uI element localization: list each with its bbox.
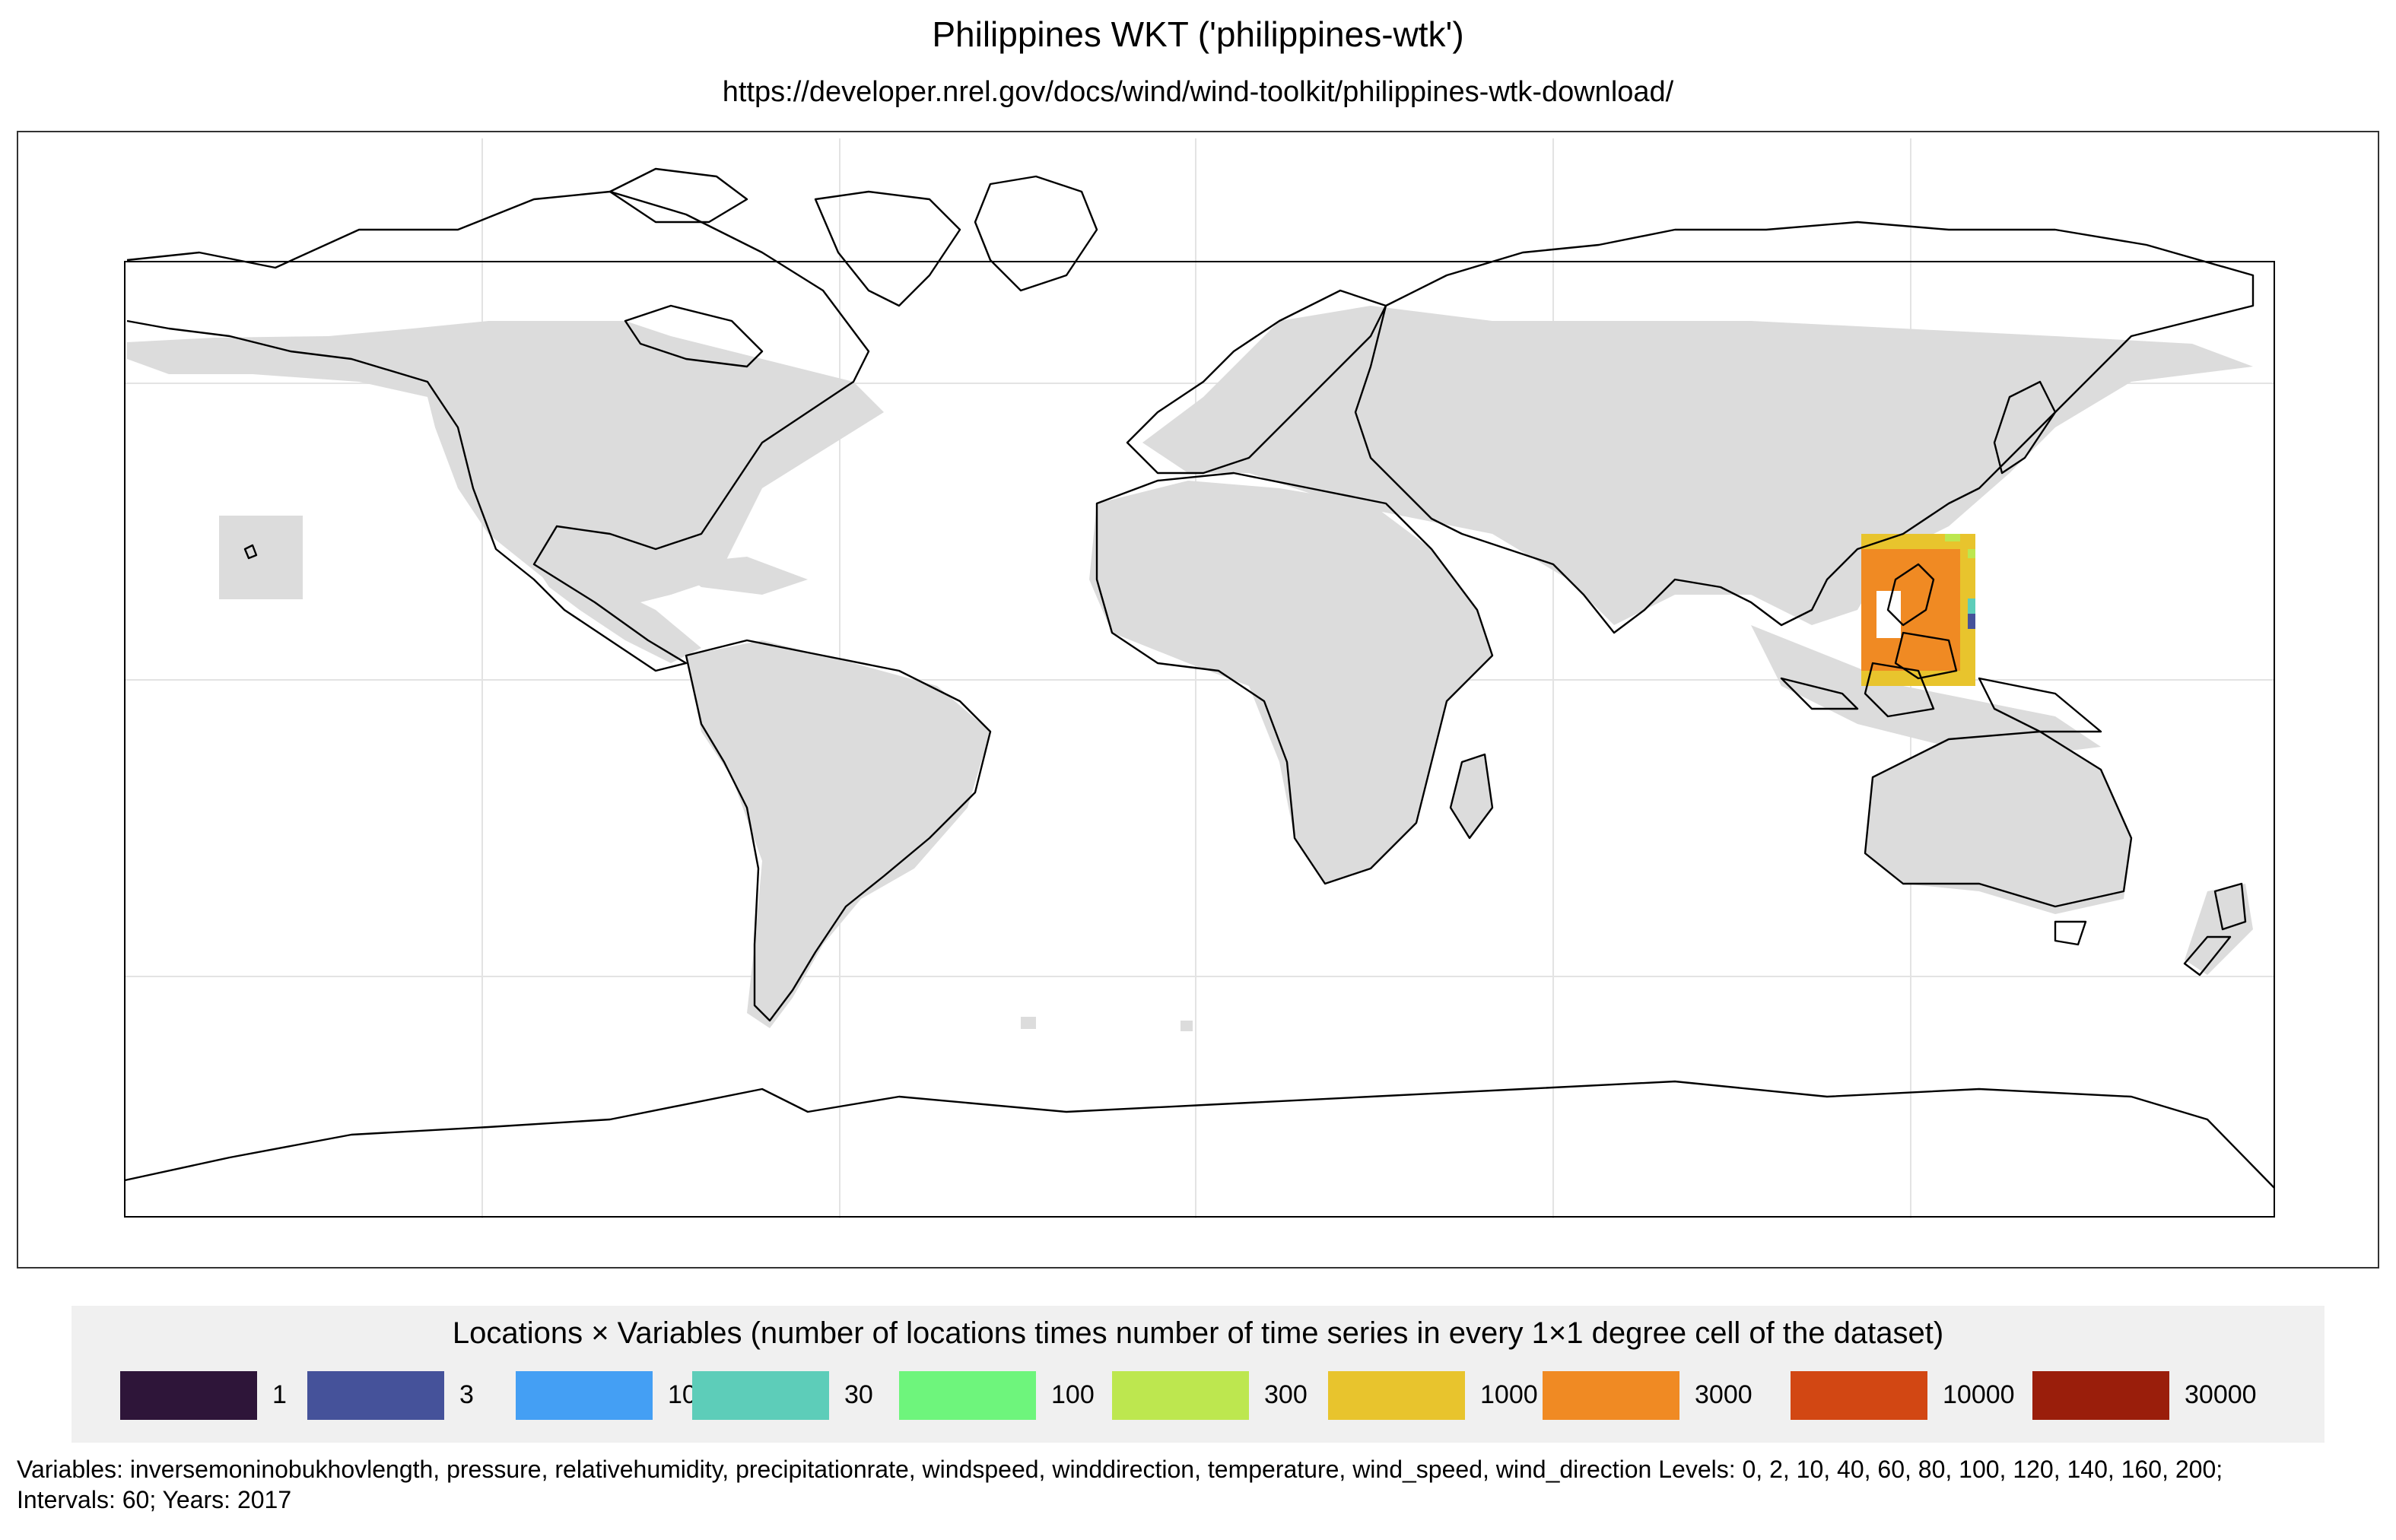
legend-label: 30000: [2185, 1380, 2257, 1409]
coastlines: [124, 167, 2275, 1189]
legend-label: 3000: [1695, 1380, 1753, 1409]
legend-label: 30: [844, 1380, 873, 1409]
legend-swatch: [516, 1371, 653, 1420]
legend-swatch: [2032, 1371, 2169, 1420]
map-frame: [124, 261, 2275, 1218]
legend-swatch: [1791, 1371, 1927, 1420]
legend-label: 10: [668, 1380, 697, 1409]
legend-swatch: [899, 1371, 1036, 1420]
legend-swatch: [1543, 1371, 1679, 1420]
legend-label: 1000: [1480, 1380, 1538, 1409]
map-title: Philippines WKT ('philippines-wtk'): [932, 14, 1464, 54]
legend-swatch: [120, 1371, 257, 1420]
legend-label: 10000: [1943, 1380, 2015, 1409]
legend-swatch: [1112, 1371, 1249, 1420]
legend-label: 100: [1051, 1380, 1095, 1409]
legend-swatch: [1328, 1371, 1465, 1420]
map-panel: [17, 131, 2379, 1269]
legend: Locations × Variables (number of locatio…: [71, 1306, 2325, 1443]
legend-swatch: [307, 1371, 444, 1420]
world-map: [124, 138, 2275, 1218]
legend-label: 1: [272, 1380, 287, 1409]
coverage-cells: [127, 306, 2253, 1031]
map-subtitle-url: https://developer.nrel.gov/docs/wind/win…: [722, 76, 1674, 108]
legend-title: Locations × Variables (number of locatio…: [452, 1316, 1944, 1350]
dataset-cells: [1861, 534, 1975, 686]
footnote: Variables: inversemoninobukhovlength, pr…: [17, 1456, 2223, 1513]
legend-label: 300: [1264, 1380, 1308, 1409]
legend-swatch: [692, 1371, 829, 1420]
legend-label: 3: [459, 1380, 474, 1409]
